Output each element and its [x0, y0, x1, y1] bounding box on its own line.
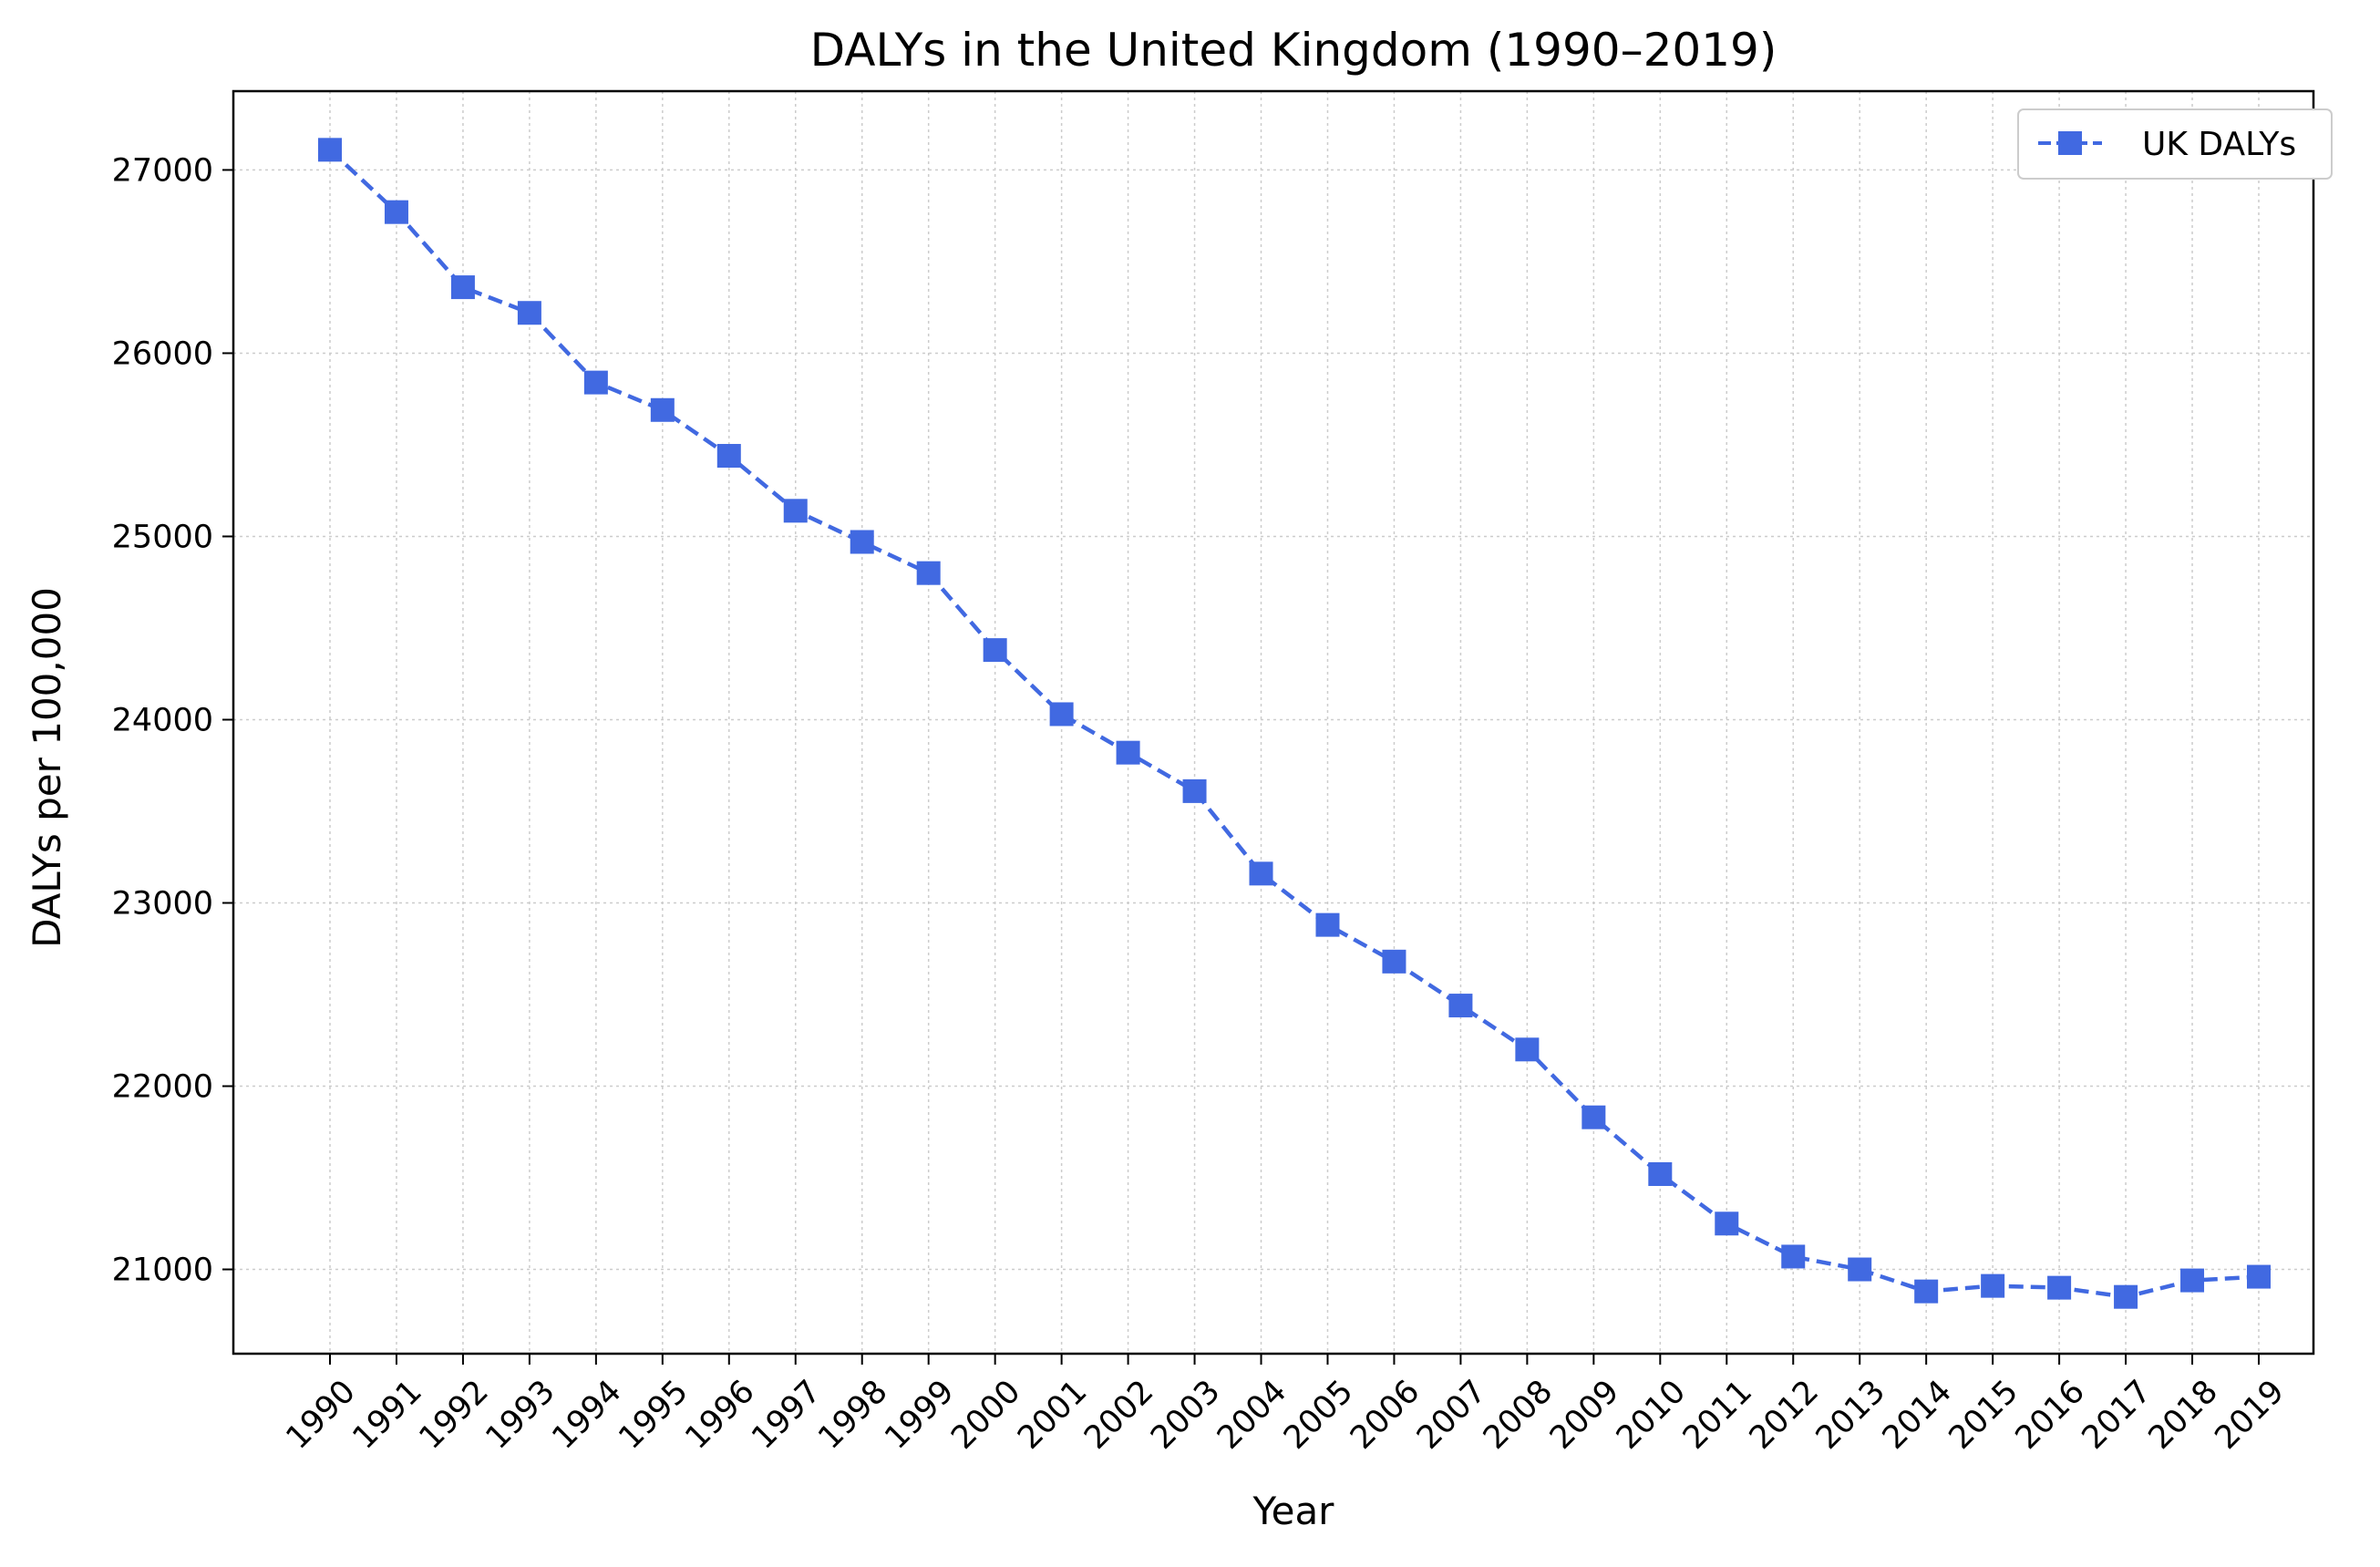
x-tick-label: 2010 [1610, 1374, 1693, 1457]
x-tick-label: 2004 [1211, 1374, 1293, 1457]
data-point-marker [1448, 994, 1473, 1018]
data-point-marker [450, 275, 475, 300]
series-line [328, 148, 2260, 1299]
x-tick-label: 2000 [944, 1374, 1027, 1457]
x-tick-label: 2015 [1942, 1374, 2025, 1457]
x-tick-label: 2009 [1543, 1374, 1626, 1457]
data-point-marker [1981, 1273, 2005, 1298]
x-tick-label: 2007 [1410, 1374, 1493, 1457]
x-tick-label: 1996 [678, 1374, 761, 1457]
data-point-marker [2114, 1284, 2138, 1309]
y-tick-label: 26000 [112, 335, 213, 372]
y-tick-label: 24000 [112, 702, 213, 738]
data-point-marker [783, 499, 808, 523]
y-tick-label: 22000 [112, 1069, 213, 1106]
data-point-marker [318, 138, 342, 162]
data-point-marker [583, 370, 608, 395]
plot-frame [232, 89, 2315, 1356]
data-point-marker [916, 561, 941, 585]
x-tick-label: 2008 [1477, 1374, 1560, 1457]
data-point-marker [716, 444, 741, 469]
x-tick-label: 2018 [2142, 1374, 2225, 1457]
data-point-marker [1715, 1211, 1739, 1236]
x-tick-label: 1999 [878, 1374, 961, 1457]
data-point-marker [1582, 1105, 1606, 1129]
data-point-marker [1914, 1279, 1939, 1304]
x-tick-label: 1994 [545, 1374, 628, 1457]
y-axis-label: DALYs per 100,000 [25, 587, 69, 948]
x-tick-label: 2005 [1277, 1374, 1360, 1457]
y-tick-label: 27000 [112, 152, 213, 189]
axis-ticks: 1990199119921993199419951996199719981999… [112, 152, 2292, 1456]
data-point-marker [384, 200, 408, 224]
x-tick-label: 2016 [2009, 1374, 2092, 1457]
data-point-marker [1049, 702, 1074, 727]
grid [233, 91, 2313, 1354]
legend-label: UK DALYs [2142, 126, 2296, 163]
x-tick-label: 2003 [1144, 1374, 1227, 1457]
data-point-marker [650, 397, 675, 422]
y-tick-label: 25000 [112, 519, 213, 555]
legend-frame [2017, 108, 2333, 180]
data-point-marker [1515, 1037, 1540, 1062]
x-tick-label: 2013 [1809, 1374, 1892, 1457]
data-point-marker [1315, 912, 1340, 937]
data-point-marker [1249, 861, 1273, 886]
x-tick-label: 1995 [612, 1374, 695, 1457]
data-point-marker [2180, 1268, 2205, 1293]
x-tick-label: 2017 [2076, 1374, 2158, 1457]
data-point-marker [2247, 1264, 2271, 1289]
series-group [318, 138, 2271, 1309]
chart-title: DALYs in the United Kingdom (1990–2019) [810, 24, 1777, 77]
x-tick-label: 1991 [346, 1374, 429, 1457]
data-point-marker [1116, 740, 1140, 765]
x-tick-label: 2001 [1011, 1374, 1094, 1457]
data-point-marker [1848, 1257, 1872, 1282]
x-tick-label: 2014 [1876, 1374, 1959, 1457]
data-point-marker [983, 638, 1007, 663]
data-point-marker [1648, 1162, 1673, 1187]
y-tick-label: 21000 [112, 1253, 213, 1289]
x-tick-label: 2002 [1077, 1374, 1160, 1457]
x-tick-label: 1998 [811, 1374, 894, 1457]
data-point-marker [1382, 949, 1406, 974]
x-tick-label: 1997 [745, 1374, 828, 1457]
x-tick-label: 1993 [479, 1374, 562, 1457]
legend: UK DALYs [2017, 108, 2333, 180]
x-tick-label: 2011 [1676, 1374, 1759, 1457]
data-point-marker [517, 301, 541, 325]
y-tick-label: 23000 [112, 886, 213, 923]
legend-marker-sample [2058, 131, 2082, 155]
x-tick-label: 1990 [280, 1374, 363, 1457]
data-point-marker [850, 530, 874, 554]
x-tick-label: 2006 [1344, 1374, 1427, 1457]
x-tick-label: 2012 [1743, 1374, 1826, 1457]
data-point-marker [1182, 778, 1207, 803]
data-point-marker [1781, 1244, 1806, 1269]
x-tick-label: 2019 [2209, 1374, 2292, 1457]
data-point-marker [2047, 1275, 2072, 1300]
x-tick-label: 1992 [413, 1374, 496, 1457]
x-axis-label: Year [1252, 1489, 1335, 1533]
